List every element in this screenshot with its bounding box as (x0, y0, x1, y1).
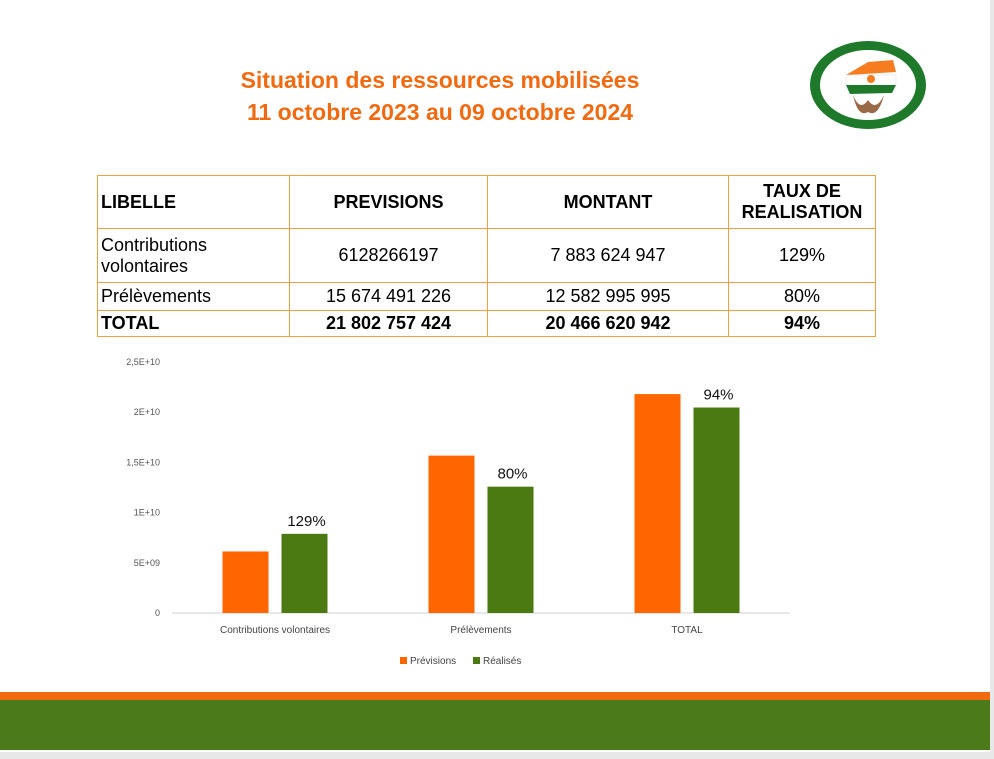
cell-taux: 129% (728, 228, 876, 283)
header-previsions: PREVISIONS (289, 175, 488, 229)
cell-libelle: Contributions volontaires (97, 228, 290, 283)
header-taux: TAUX DE REALISATION (728, 175, 876, 229)
y-tick-label: 5E+09 (134, 558, 160, 568)
fund-logo (810, 41, 926, 129)
x-tick-label: TOTAL (671, 625, 703, 636)
data-label: 94% (703, 387, 733, 404)
data-label: 80% (497, 466, 527, 483)
cell-taux: 80% (728, 282, 876, 311)
bar-realises (281, 533, 328, 613)
table-header-row: LIBELLE PREVISIONS MONTANT TAUX DE REALI… (97, 175, 876, 229)
legend-swatch (473, 657, 480, 664)
cell-previsions: 21 802 757 424 (289, 310, 488, 337)
title-line-1: Situation des ressources mobilisées (240, 67, 640, 93)
legend-label: Prévisions (410, 656, 456, 667)
x-tick-label: Contributions volontaires (220, 625, 330, 636)
bar-realises (487, 486, 534, 613)
data-label: 129% (287, 513, 325, 530)
orange-footer-stripe (0, 692, 990, 700)
resources-table: LIBELLE PREVISIONS MONTANT TAUX DE REALI… (97, 175, 876, 337)
table-row: Prélèvements 15 674 491 226 12 582 995 9… (97, 282, 876, 311)
title-line-2: 11 octobre 2023 au 09 octobre 2024 (246, 99, 634, 125)
header-libelle: LIBELLE (97, 175, 290, 229)
cell-montant: 12 582 995 995 (487, 282, 729, 311)
x-tick-label: Prélèvements (450, 625, 511, 636)
cell-montant: 20 466 620 942 (487, 310, 729, 337)
header-montant: MONTANT (487, 175, 729, 229)
bar-previsions (428, 455, 475, 613)
cell-previsions: 15 674 491 226 (289, 282, 488, 311)
cell-libelle: TOTAL (97, 310, 290, 337)
table-row: Contributions volontaires 6128266197 7 8… (97, 228, 876, 283)
y-tick-label: 1E+10 (134, 508, 160, 518)
cell-libelle: Prélèvements (97, 282, 290, 311)
bar-realises (693, 407, 740, 613)
cell-montant: 7 883 624 947 (487, 228, 729, 283)
bar-chart: 0 5E+09 1E+10 1,5E+10 2E+10 2,5E+10 129% Contri… (126, 357, 790, 667)
y-tick-label: 1,5E+10 (126, 457, 160, 467)
legend-label: Réalisés (483, 656, 521, 667)
cell-taux: 94% (728, 310, 876, 337)
cell-previsions: 6128266197 (289, 228, 488, 283)
bar-previsions (222, 551, 269, 613)
bar-previsions (634, 394, 681, 613)
y-tick-label: 0 (155, 608, 160, 618)
legend-swatch (400, 657, 407, 664)
y-tick-label: 2E+10 (134, 407, 160, 417)
y-tick-label: 2,5E+10 (126, 357, 160, 367)
table-total-row: TOTAL 21 802 757 424 20 466 620 942 94% (97, 310, 876, 337)
green-footer-band (0, 700, 990, 750)
slide-title: Situation des ressources mobilisées 11 o… (140, 64, 740, 128)
